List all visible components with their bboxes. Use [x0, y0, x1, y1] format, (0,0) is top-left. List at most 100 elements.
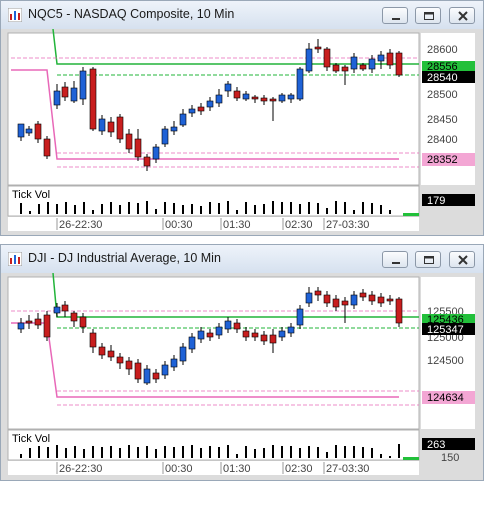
- candle-body: [188, 336, 196, 350]
- candle-body: [341, 300, 349, 306]
- candle-body: [107, 350, 115, 358]
- close-button[interactable]: [449, 251, 475, 268]
- volume-bar: [173, 447, 175, 458]
- window-title: DJI - DJ Industrial Average, 10 Min: [28, 251, 221, 265]
- candle-body: [323, 48, 331, 68]
- candle-body: [314, 290, 322, 296]
- chart-area[interactable]: 125500125000124500125436125347124634Tick…: [1, 273, 483, 508]
- candle-body: [197, 106, 205, 112]
- maximize-button[interactable]: [415, 7, 441, 24]
- time-axis-label: 02:30: [285, 463, 313, 475]
- volume-bar: [344, 202, 346, 214]
- candle-body: [269, 334, 277, 344]
- volume-bar: [272, 445, 274, 458]
- volume-bar: [254, 449, 256, 458]
- volume-bar: [236, 210, 238, 214]
- time-axis-label: 27-03:30: [326, 463, 369, 475]
- volume-bar: [20, 203, 22, 214]
- minimize-button[interactable]: [382, 7, 408, 24]
- candle-body: [197, 330, 205, 340]
- volume-bar: [362, 447, 364, 458]
- candle-body: [359, 64, 367, 70]
- volume-panel[interactable]: [7, 429, 420, 461]
- price-panel[interactable]: [7, 32, 420, 186]
- volume-bar: [56, 204, 58, 214]
- volume-bar: [101, 447, 103, 458]
- candle-body: [332, 64, 340, 72]
- volume-bar: [20, 454, 22, 458]
- support-line: [11, 69, 399, 160]
- volume-bar: [137, 203, 139, 214]
- candle-body: [34, 123, 42, 140]
- candle-body: [260, 334, 268, 342]
- candle-body: [25, 128, 33, 134]
- volume-bar: [227, 201, 229, 214]
- title-bar[interactable]: NQC5 - NASDAQ Composite, 10 Min: [1, 1, 483, 29]
- volume-bar: [119, 448, 121, 458]
- candle-body: [152, 372, 160, 380]
- price-badge-pink-text: 124634: [427, 392, 464, 404]
- candle-body: [134, 138, 142, 158]
- volume-bar: [281, 446, 283, 458]
- tick-vol-label: Tick Vol: [12, 189, 50, 201]
- volume-bar: [299, 448, 301, 458]
- time-axis-label: 00:30: [165, 463, 193, 475]
- candle-body: [70, 312, 78, 322]
- candle-body: [395, 52, 403, 76]
- minimize-button[interactable]: [382, 251, 408, 268]
- price-badge-green: [422, 61, 475, 72]
- volume-bar: [317, 447, 319, 458]
- volume-bar: [191, 445, 193, 458]
- volume-bar: [146, 201, 148, 214]
- volume-bar: [110, 446, 112, 458]
- candle-body: [70, 87, 78, 102]
- price-panel[interactable]: [7, 276, 420, 430]
- candle-body: [224, 320, 232, 330]
- candle-body: [143, 156, 151, 167]
- candle-body: [61, 304, 69, 312]
- candle-body: [206, 332, 214, 338]
- candle-body: [305, 48, 313, 72]
- volume-bar: [263, 204, 265, 214]
- volume-bar: [200, 448, 202, 458]
- volume-bar: [65, 202, 67, 214]
- volume-bar: [290, 446, 292, 458]
- volume-bar: [155, 449, 157, 458]
- close-button[interactable]: [449, 7, 475, 24]
- volume-bar: [83, 202, 85, 214]
- price-badge-green-text: 28556: [427, 61, 458, 73]
- candle-body: [53, 90, 61, 106]
- candle-body: [107, 121, 115, 133]
- volume-bar: [371, 448, 373, 458]
- candle-body: [89, 332, 97, 348]
- volume-bar: [74, 446, 76, 458]
- volume-bar: [182, 446, 184, 458]
- volume-bar: [272, 201, 274, 214]
- volume-bar: [110, 202, 112, 214]
- candle-body: [368, 294, 376, 302]
- candle-body: [314, 46, 322, 50]
- volume-current-marker: [403, 213, 419, 216]
- tick-vol-badge: [422, 438, 475, 450]
- time-axis: [8, 217, 419, 231]
- volume-panel[interactable]: [7, 185, 420, 217]
- volume-bar: [344, 446, 346, 458]
- candle-body: [215, 94, 223, 104]
- maximize-button[interactable]: [415, 251, 441, 268]
- time-axis-label: 00:30: [165, 219, 193, 231]
- candle-body: [278, 94, 286, 102]
- volume-bar: [146, 446, 148, 458]
- candle-body: [125, 133, 133, 150]
- chart-window-nasdaq: NQC5 - NASDAQ Composite, 10 Min 28600 285…: [0, 0, 484, 236]
- volume-bar: [65, 448, 67, 458]
- title-bar[interactable]: DJI - DJ Industrial Average, 10 Min: [1, 245, 483, 273]
- candle-body: [269, 98, 277, 102]
- candle-body: [61, 86, 69, 98]
- volume-bar: [74, 205, 76, 214]
- window-title: NQC5 - NASDAQ Composite, 10 Min: [28, 7, 235, 21]
- time-axis-label: 01:30: [223, 219, 251, 231]
- time-axis: [8, 461, 419, 475]
- volume-bar: [290, 202, 292, 214]
- volume-bar: [47, 447, 49, 458]
